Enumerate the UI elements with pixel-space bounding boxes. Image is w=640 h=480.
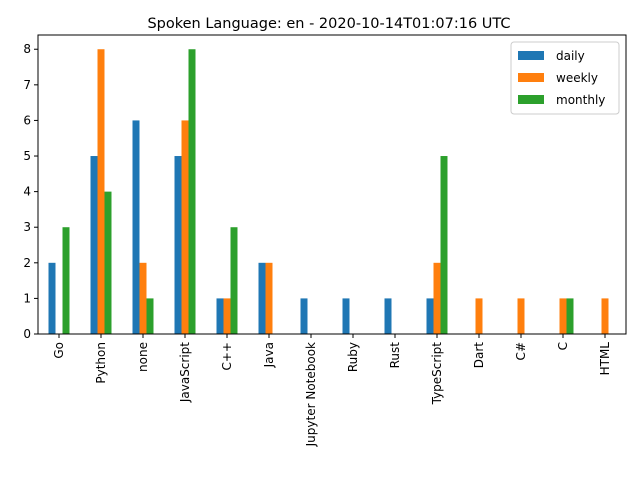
x-tick-label: Ruby [346,342,360,372]
bar-weekly-none [139,262,147,334]
y-tick-label: 1 [23,291,31,305]
bar-daily-typescript [426,298,434,334]
bar-monthly-none [146,298,154,334]
bar-daily-rust [384,298,392,334]
bar-weekly-c- [223,298,231,334]
x-tick-label: C++ [220,342,234,371]
y-tick-label: 3 [23,220,31,234]
legend-label-daily: daily [556,49,585,63]
x-tick-label: Dart [472,342,486,369]
y-tick-label: 2 [23,256,31,270]
x-tick-label: Rust [388,342,402,369]
x-tick-label: C# [514,342,528,360]
x-axis: Go Python none JavaScript C++ Java Jupyter Not… [52,334,612,447]
plot-frame [37,34,627,335]
bar-monthly-python [104,191,112,334]
bar-monthly-go [62,227,70,334]
bar-weekly-javascript [181,120,189,334]
x-tick-label: TypeScript [430,342,444,406]
bar-weekly-html [601,298,609,334]
legend-swatch-weekly [518,73,544,82]
bar-weekly-typescript [433,262,441,334]
bar-weekly-c- [517,298,525,334]
x-tick-label: JavaScript [178,342,192,403]
bar-daily-javascript [174,156,182,334]
legend-swatch-monthly [518,95,544,104]
bar-weekly-dart [475,298,483,334]
x-tick-label: Python [94,342,108,384]
legend: daily weekly monthly [510,41,620,115]
bar-monthly-javascript [188,49,196,334]
bar-daily-python [90,156,98,334]
bar-weekly-java [265,262,273,334]
y-tick-label: 5 [23,149,31,163]
bar-weekly-c [559,298,567,334]
x-tick-label: C [556,342,570,350]
x-tick-label: Go [52,342,66,359]
y-tick-label: 0 [23,327,31,341]
legend-swatch-daily [518,51,544,60]
bar-daily-c- [216,298,224,334]
bar-daily-none [132,120,140,334]
bar-daily-jupyter-notebook [300,298,308,334]
y-tick-label: 7 [23,78,31,92]
bar-daily-ruby [342,298,350,334]
legend-label-weekly: weekly [556,71,598,85]
y-tick-label: 8 [23,42,31,56]
bar-weekly-python [97,49,105,334]
x-tick-label: Java [262,342,276,368]
y-tick-label: 6 [23,113,31,127]
y-tick-label: 4 [23,185,31,199]
bar-monthly-c [566,298,574,334]
bar-monthly-c- [230,227,238,334]
x-tick-label: Jupyter Notebook [304,342,318,447]
bars-group [48,49,609,334]
x-tick-label: HTML [598,342,612,376]
y-axis: 0 1 2 3 4 5 6 7 8 [23,42,38,341]
x-tick-label: none [136,342,150,372]
bar-daily-go [48,262,56,334]
bar-monthly-typescript [440,156,448,334]
chart-title: Spoken Language: en - 2020-10-14T01:07:1… [147,16,510,32]
legend-label-monthly: monthly [556,93,605,107]
bar-daily-java [258,262,266,334]
